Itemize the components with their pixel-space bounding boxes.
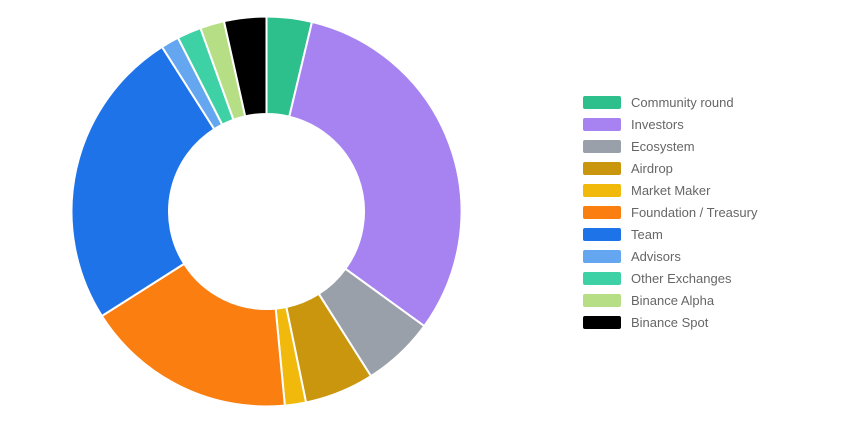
legend-item-investors[interactable]: Investors (583, 118, 757, 131)
legend-swatch-icon (583, 206, 621, 219)
legend-swatch-icon (583, 294, 621, 307)
legend-item-market-maker[interactable]: Market Maker (583, 184, 757, 197)
pie-slice-investors[interactable] (288, 20, 463, 328)
legend-item-advisors[interactable]: Advisors (583, 250, 757, 263)
pie-slice-binance-spot[interactable] (222, 15, 268, 118)
legend-label: Airdrop (631, 161, 673, 176)
legend-item-binance-spot[interactable]: Binance Spot (583, 316, 757, 329)
legend-label: Market Maker (631, 183, 711, 198)
legend-label: Investors (631, 117, 684, 132)
pie-slice-team[interactable] (70, 45, 216, 317)
legend-swatch-icon (583, 118, 621, 131)
legend-item-community-round[interactable]: Community round (583, 96, 757, 109)
legend-item-binance-alpha[interactable]: Binance Alpha (583, 294, 757, 307)
legend-label: Binance Alpha (631, 293, 715, 308)
legend-swatch-icon (583, 250, 621, 263)
legend-label: Team (631, 227, 663, 242)
legend-swatch-icon (583, 162, 621, 175)
legend-label: Advisors (631, 249, 681, 264)
legend-label: Foundation / Treasury (631, 205, 758, 220)
legend-label: Binance Spot (631, 315, 709, 330)
legend-swatch-icon (583, 184, 621, 197)
legend-item-airdrop[interactable]: Airdrop (583, 162, 757, 175)
legend-swatch-icon (583, 140, 621, 153)
legend-item-ecosystem[interactable]: Ecosystem (583, 140, 757, 153)
legend-swatch-icon (583, 272, 621, 285)
legend-swatch-icon (583, 96, 621, 109)
legend-item-team[interactable]: Team (583, 228, 757, 241)
legend-label: Ecosystem (631, 139, 695, 154)
legend-item-other-exchanges[interactable]: Other Exchanges (583, 272, 757, 285)
pie-slice-foundation-treasury[interactable] (100, 262, 286, 408)
legend-swatch-icon (583, 316, 621, 329)
legend-label: Other Exchanges (631, 271, 732, 286)
chart-legend: Community round Investors Ecosystem Airdrop… (583, 96, 757, 329)
legend-swatch-icon (583, 228, 621, 241)
legend-item-foundation-treasury[interactable]: Foundation / Treasury (583, 206, 757, 219)
legend-label: Community round (631, 95, 734, 110)
